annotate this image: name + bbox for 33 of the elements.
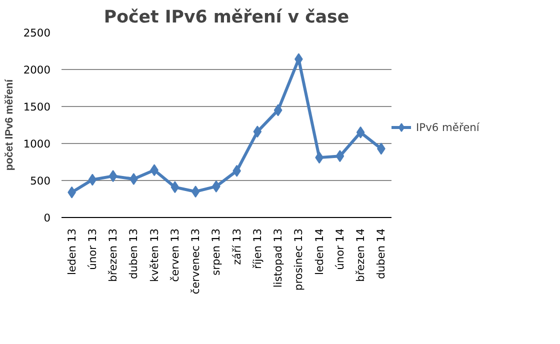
x-tick-label: září 13 <box>230 228 244 265</box>
legend-label: IPv6 měření <box>416 120 480 134</box>
point <box>170 181 180 194</box>
point <box>88 174 97 186</box>
x-tick-label: duben 14 <box>374 228 388 280</box>
point <box>356 126 365 138</box>
x-tick-label: leden 13 <box>65 228 78 276</box>
y-tick-label: 1500 <box>23 100 51 114</box>
x-tick-label: únor 13 <box>86 228 99 270</box>
point <box>191 186 200 198</box>
point <box>274 104 282 116</box>
x-tick-label: říjen 13 <box>250 228 264 270</box>
x-tick-label: listopad 13 <box>272 228 285 288</box>
x-tick-label: leden 14 <box>312 228 326 276</box>
y-tick-label: 1000 <box>23 138 51 150</box>
chart-title: Počet IPv6 měření v čase <box>104 8 350 28</box>
point <box>336 150 344 162</box>
x-tick-label: prosinec 13 <box>292 228 306 291</box>
x-tick-label: březen 14 <box>354 228 368 282</box>
y-tick-label: 2500 <box>23 26 51 40</box>
y-tick-label: 0 <box>44 212 51 224</box>
x-tick-label: červen 13 <box>168 228 182 282</box>
y-axis-title: počet IPv6 měření <box>3 78 16 171</box>
x-tick-label: srpen 13 <box>210 228 223 276</box>
y-tick-label: 500 <box>30 174 51 188</box>
point <box>108 170 118 182</box>
x-tick-label: únor 14 <box>333 228 346 270</box>
x-tick-label: březen 13 <box>106 228 120 282</box>
y-tick-label: 2000 <box>23 64 51 76</box>
x-tick-label: duben 13 <box>127 228 140 280</box>
x-tick-label: květen 13 <box>148 228 161 282</box>
point <box>253 126 262 138</box>
x-tick-label: červenec 13 <box>189 228 202 294</box>
